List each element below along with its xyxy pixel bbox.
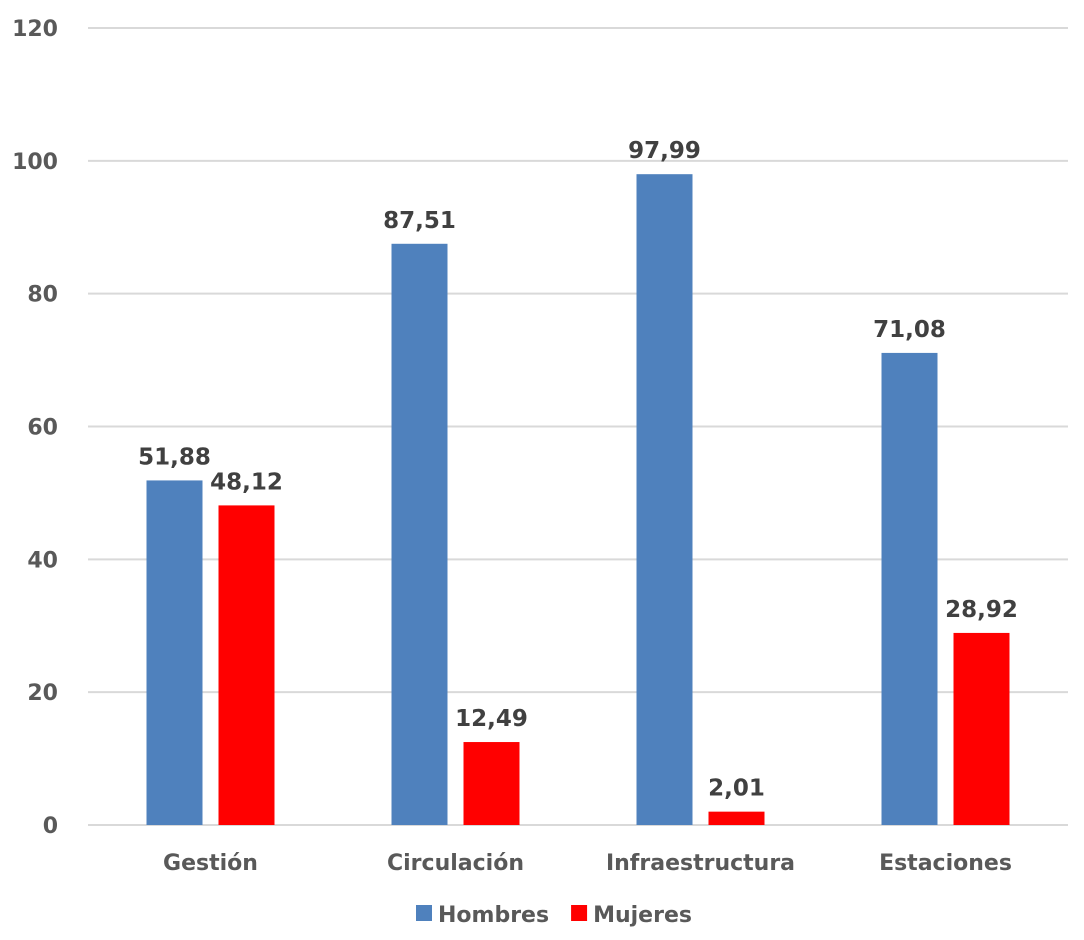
data-label: 28,92 xyxy=(945,597,1018,623)
data-label: 48,12 xyxy=(210,469,283,495)
bar-hombres-1 xyxy=(391,243,448,826)
y-axis-ticks: 0 20 40 60 80 100 120 xyxy=(12,17,58,839)
bar-hombres-3 xyxy=(881,352,938,825)
legend-swatch-mujeres xyxy=(571,905,588,921)
data-label: 12,49 xyxy=(455,706,528,732)
data-label: 97,99 xyxy=(628,138,701,164)
y-tick-label: 0 xyxy=(43,814,58,839)
x-tick-label: Estaciones xyxy=(879,851,1012,876)
bar-mujeres-3 xyxy=(953,632,1010,825)
bar-mujeres-2 xyxy=(708,811,765,825)
x-tick-label: Gestión xyxy=(163,851,258,876)
legend-label-hombres: Hombres xyxy=(438,903,549,928)
x-axis-ticks: Gestión Circulación Infraestructura Estacio… xyxy=(163,851,1012,876)
legend-swatch-hombres xyxy=(416,905,432,921)
x-tick-label: Circulación xyxy=(387,851,524,876)
bar-hombres-0 xyxy=(146,480,203,825)
x-tick-label: Infraestructura xyxy=(606,851,795,876)
y-tick-label: 120 xyxy=(12,17,58,42)
y-tick-label: 40 xyxy=(27,548,58,573)
bar-mujeres-1 xyxy=(463,742,520,825)
y-tick-label: 60 xyxy=(27,416,58,441)
data-label: 51,88 xyxy=(138,444,211,470)
data-label: 87,51 xyxy=(383,208,456,234)
y-tick-label: 20 xyxy=(27,681,58,706)
bar-hombres-2 xyxy=(636,174,693,825)
bars xyxy=(146,174,1010,826)
data-label: 2,01 xyxy=(708,776,765,802)
legend-label-mujeres: Mujeres xyxy=(593,903,692,928)
y-tick-label: 100 xyxy=(12,150,58,175)
legend: Hombres Mujeres xyxy=(416,903,692,928)
bar-mujeres-0 xyxy=(218,505,275,825)
y-tick-label: 80 xyxy=(27,283,58,308)
data-label: 71,08 xyxy=(873,317,946,343)
